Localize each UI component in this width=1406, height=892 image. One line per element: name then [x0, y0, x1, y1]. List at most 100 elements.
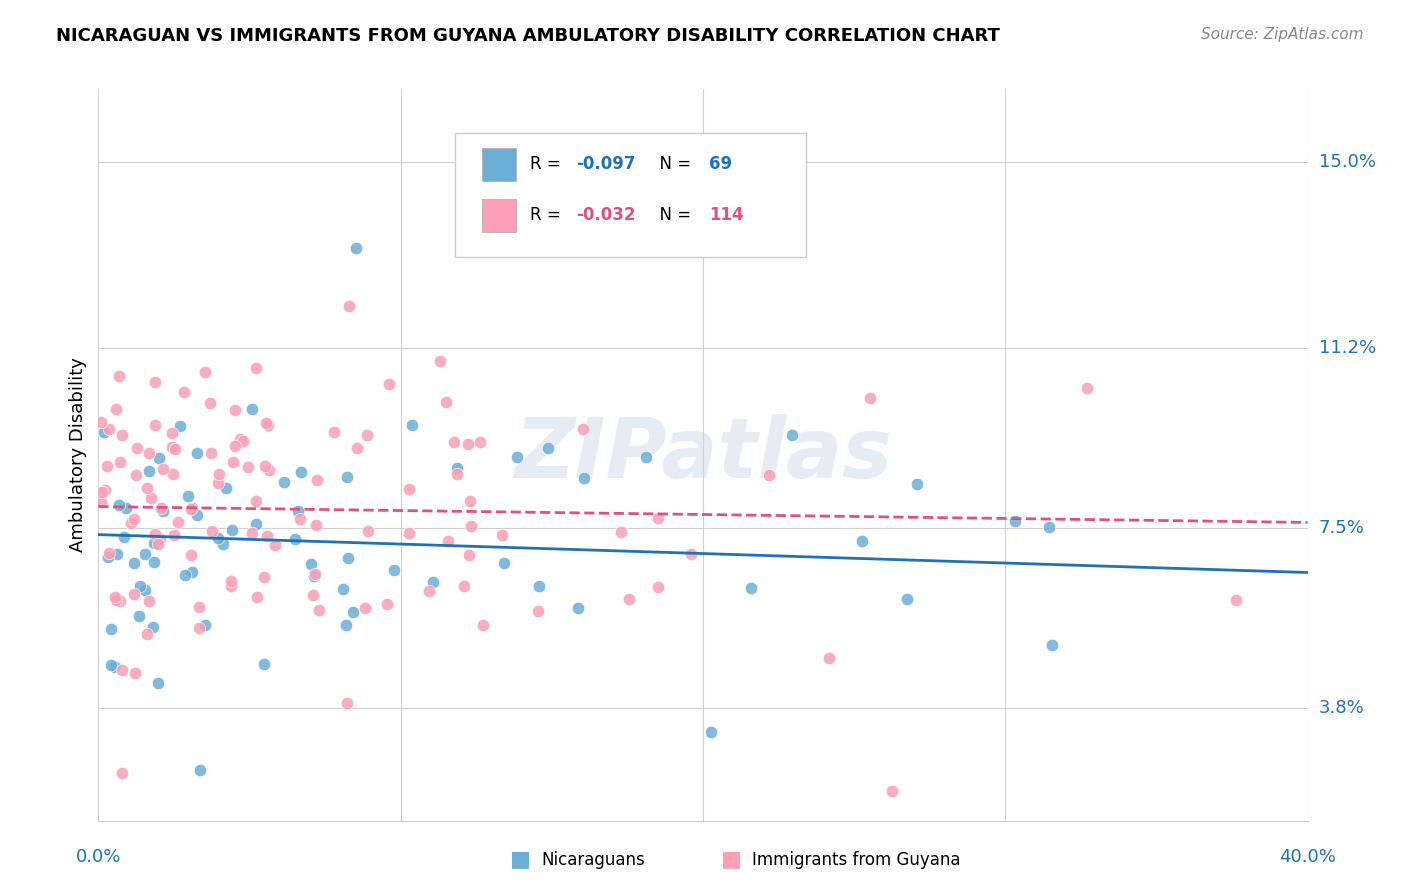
Point	[256, 528, 278, 542]
Text: 40.0%: 40.0%	[1279, 848, 1336, 866]
Point	[138, 594, 160, 608]
Point	[187, 621, 209, 635]
Point	[304, 517, 326, 532]
Point	[422, 574, 444, 589]
Point	[98, 546, 121, 560]
Point	[617, 591, 640, 606]
Point	[527, 604, 550, 618]
Point	[453, 579, 475, 593]
Text: NICARAGUAN VS IMMIGRANTS FROM GUYANA AMBULATORY DISABILITY CORRELATION CHART: NICARAGUAN VS IMMIGRANTS FROM GUYANA AMB…	[56, 27, 1000, 45]
Point	[90, 495, 112, 509]
Point	[188, 763, 211, 777]
Point	[134, 547, 156, 561]
Text: Nicaraguans: Nicaraguans	[541, 851, 645, 869]
Point	[108, 455, 131, 469]
Point	[647, 580, 669, 594]
Text: 0.0%: 0.0%	[76, 848, 121, 866]
Text: ■: ■	[510, 849, 530, 869]
Point	[446, 467, 468, 481]
Point	[211, 537, 233, 551]
Text: ZIPatlas: ZIPatlas	[515, 415, 891, 495]
Point	[429, 354, 451, 368]
Point	[224, 403, 246, 417]
Point	[177, 489, 200, 503]
Point	[104, 590, 127, 604]
Point	[401, 418, 423, 433]
Point	[208, 467, 231, 481]
Point	[207, 475, 229, 490]
Text: 15.0%: 15.0%	[1319, 153, 1375, 171]
Point	[108, 594, 131, 608]
Point	[97, 550, 120, 565]
Point	[122, 512, 145, 526]
Point	[460, 518, 482, 533]
Point	[136, 626, 159, 640]
Point	[181, 501, 204, 516]
Point	[1076, 381, 1098, 395]
Point	[143, 555, 166, 569]
Point	[146, 675, 169, 690]
Point	[173, 568, 195, 582]
Text: R =: R =	[530, 206, 567, 224]
Point	[173, 384, 195, 399]
Point	[112, 530, 135, 544]
Point	[201, 524, 224, 539]
Point	[207, 531, 229, 545]
Point	[446, 461, 468, 475]
Point	[335, 618, 357, 632]
Point	[257, 418, 280, 433]
Point	[93, 425, 115, 439]
Point	[1040, 638, 1063, 652]
Point	[342, 605, 364, 619]
Point	[169, 418, 191, 433]
Point	[104, 593, 127, 607]
Point	[224, 439, 246, 453]
Point	[307, 473, 329, 487]
Point	[458, 493, 481, 508]
Point	[337, 551, 360, 566]
Point	[567, 601, 589, 615]
Point	[398, 482, 420, 496]
Point	[186, 446, 208, 460]
Point	[110, 766, 132, 780]
Point	[253, 657, 276, 671]
Point	[647, 511, 669, 525]
Text: 69: 69	[709, 155, 733, 173]
Text: -0.032: -0.032	[576, 206, 636, 224]
Point	[246, 590, 269, 604]
Point	[679, 547, 702, 561]
Point	[166, 515, 188, 529]
Point	[143, 527, 166, 541]
Point	[122, 587, 145, 601]
Point	[354, 601, 377, 615]
Point	[817, 651, 839, 665]
Point	[284, 533, 307, 547]
Point	[135, 481, 157, 495]
Point	[1038, 519, 1060, 533]
Point	[108, 499, 131, 513]
Point	[138, 464, 160, 478]
Point	[111, 428, 134, 442]
Point	[780, 428, 803, 442]
Bar	[482, 199, 516, 232]
Point	[111, 664, 134, 678]
Point	[905, 477, 928, 491]
Point	[378, 377, 401, 392]
Point	[491, 527, 513, 541]
Point	[143, 376, 166, 390]
Point	[115, 500, 138, 515]
Point	[851, 534, 873, 549]
Point	[506, 450, 529, 465]
Point	[434, 394, 457, 409]
Point	[634, 450, 657, 464]
Point	[232, 434, 254, 448]
Point	[245, 361, 267, 376]
Text: ■: ■	[721, 849, 741, 869]
Point	[160, 440, 183, 454]
FancyBboxPatch shape	[456, 133, 806, 258]
Point	[180, 548, 202, 562]
Point	[304, 567, 326, 582]
Point	[125, 468, 148, 483]
Point	[97, 422, 120, 436]
Text: 114: 114	[709, 206, 744, 224]
